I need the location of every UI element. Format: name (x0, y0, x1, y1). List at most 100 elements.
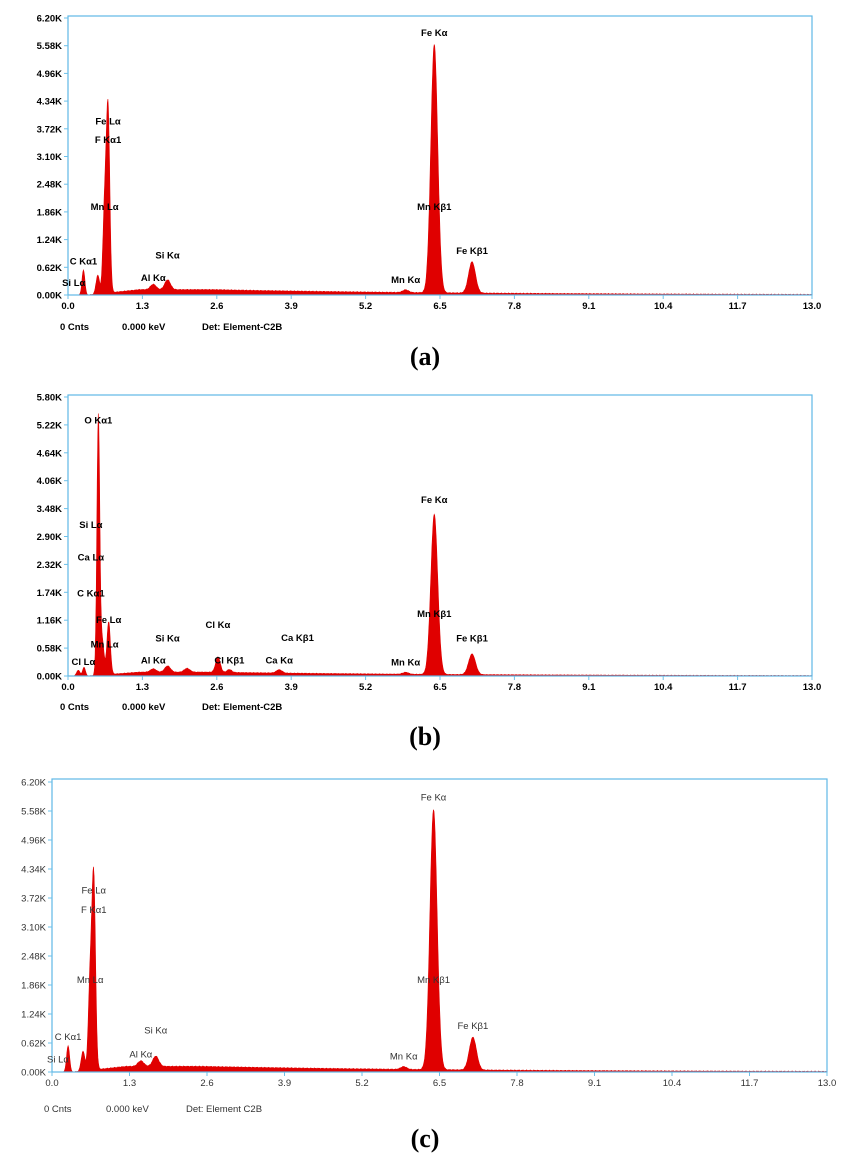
peak-label: Fe Kα (421, 793, 447, 804)
x-tick-label: 1.3 (136, 301, 149, 312)
y-tick-label: 1.24K (37, 235, 62, 246)
x-tick-label: 5.2 (359, 682, 372, 693)
eds-spectrum-chart-c: 0.00K 0.62K 1.24K 1.86K 2.48K 3.10K 3.72K 4.34K… (21, 778, 836, 1116)
eds-spectrum-panel-b: 0.00K 0.58K 1.16K 1.74K 2.32K 2.90K 3.48K 4.06K… (0, 380, 850, 720)
x-tick-label: 2.6 (210, 682, 223, 693)
peak-label: Ca Kβ1 (281, 633, 314, 644)
chart-content-a: 0.00K 0.62K 1.24K 1.86K 2.48K 3.10K 3.72K 4.34K… (37, 14, 822, 334)
y-tick-label: 3.10K (37, 152, 62, 163)
peak-label: Fe Kβ1 (456, 633, 488, 644)
x-tick-label: 11.7 (741, 1078, 759, 1089)
peak-label: Mn Kα (390, 1051, 418, 1062)
peak-label: Ca Kα (265, 655, 293, 666)
footer-detector: Det: Element C2B (186, 1104, 262, 1115)
footer-counts: 0 Cnts (44, 1104, 72, 1115)
y-tick-label: 5.22K (37, 420, 62, 431)
y-tick-label: 6.20K (21, 778, 46, 789)
peak-label: Fe Lα (81, 885, 106, 896)
y-tick-label: 2.48K (37, 180, 62, 191)
y-tick-label: 1.24K (21, 1010, 46, 1021)
peak-label: Mn Kβ1 (417, 609, 452, 620)
y-tick-label: 4.96K (21, 836, 46, 847)
footer-counts: 0 Cnts (60, 702, 89, 713)
caption-c: (c) (410, 1124, 440, 1153)
spectrum-area (68, 44, 813, 296)
peak-label: O Kα1 (84, 415, 113, 426)
x-tick-label: 7.8 (508, 301, 521, 312)
peak-label: F Kα1 (95, 135, 122, 146)
caption-b: (b) (409, 722, 441, 751)
peak-label: Cl Lα (72, 657, 96, 668)
peak-label: Fe Lα (96, 615, 122, 626)
x-tick-label: 13.0 (803, 301, 822, 312)
peak-label: Si Kα (155, 250, 179, 261)
eds-spectrum-panel-a: 0.00K 0.62K 1.24K 1.86K 2.48K 3.10K 3.72K 4.34K… (0, 0, 850, 340)
y-tick-label: 5.58K (37, 41, 62, 52)
peak-label: F Kα1 (81, 905, 107, 916)
y-tick-label: 1.86K (37, 207, 62, 218)
peak-label: Fe Kα (421, 28, 448, 39)
x-tick-label: 6.5 (433, 1078, 446, 1089)
x-tick-label: 3.9 (285, 682, 298, 693)
peak-label: Al Kα (141, 273, 166, 284)
y-tick-label: 2.48K (21, 952, 46, 963)
y-tick-label: 5.80K (37, 393, 62, 404)
x-tick-label: 6.5 (433, 301, 447, 312)
y-tick-label: 4.64K (37, 448, 62, 459)
peak-label: C Kα1 (55, 1032, 82, 1043)
x-tick-label: 13.0 (818, 1078, 837, 1089)
footer-energy: 0.000 keV (122, 702, 166, 713)
peak-label: Fe Kβ1 (457, 1021, 488, 1032)
eds-spectrum-chart-b: 0.00K 0.58K 1.16K 1.74K 2.32K 2.90K 3.48K 4.06K… (37, 393, 822, 714)
peak-label: C Kα1 (77, 589, 105, 600)
peak-label: Ca Lα (78, 553, 105, 564)
x-tick-label: 0.0 (61, 682, 74, 693)
peak-label: Si Lα (47, 1055, 69, 1066)
footer-counts: 0 Cnts (60, 322, 89, 333)
caption-a: (a) (409, 342, 441, 371)
x-tick-label: 7.8 (510, 1078, 523, 1089)
peak-label: Si Lα (62, 278, 85, 289)
y-tick-label: 0.00K (37, 672, 62, 683)
peak-label: Cl Kα (206, 620, 231, 631)
peak-label: Fe Lα (95, 116, 121, 127)
peak-label: Mn Kα (391, 657, 420, 668)
x-tick-label: 6.5 (433, 682, 447, 693)
peak-label: Mn Kα (391, 275, 420, 286)
peak-label: Mn Lα (91, 640, 119, 651)
y-tick-label: 3.48K (37, 504, 62, 515)
y-tick-label: 2.90K (37, 532, 62, 543)
y-tick-label: 1.86K (21, 981, 46, 992)
peak-label: Al Kα (141, 655, 166, 666)
x-tick-label: 2.6 (200, 1078, 213, 1089)
x-tick-label: 1.3 (123, 1078, 136, 1089)
peak-label: Fe Kβ1 (456, 246, 488, 257)
y-tick-label: 1.16K (37, 616, 62, 627)
footer-detector: Det: Element-C2B (202, 702, 282, 713)
x-tick-label: 9.1 (588, 1078, 601, 1089)
x-tick-label: 5.2 (355, 1078, 368, 1089)
peak-label: Si Kα (155, 633, 179, 644)
y-tick-label: 3.10K (21, 923, 46, 934)
x-tick-label: 7.8 (508, 682, 521, 693)
y-tick-label: 0.00K (21, 1068, 46, 1079)
peak-label: Mn Kβ1 (417, 202, 452, 213)
peak-label: C Kα1 (70, 257, 98, 268)
footer-detector: Det: Element-C2B (202, 322, 282, 333)
y-tick-label: 5.58K (21, 807, 46, 818)
y-tick-label: 0.00K (37, 291, 62, 302)
peak-label: Al Kα (129, 1050, 152, 1061)
y-tick-label: 0.58K (37, 644, 62, 655)
footer-energy: 0.000 keV (106, 1104, 149, 1115)
peak-label: Mn Lα (91, 202, 119, 213)
y-tick-label: 4.96K (37, 69, 62, 80)
x-tick-label: 2.6 (210, 301, 223, 312)
x-tick-label: 11.7 (729, 682, 747, 693)
x-tick-label: 11.7 (729, 301, 747, 312)
chart-content-c: 0.00K 0.62K 1.24K 1.86K 2.48K 3.10K 3.72K 4.34K… (21, 778, 836, 1116)
x-tick-label: 0.0 (61, 301, 74, 312)
x-tick-label: 9.1 (582, 301, 596, 312)
spectrum-area (52, 809, 828, 1073)
y-tick-label: 4.34K (21, 865, 46, 876)
y-tick-label: 1.74K (37, 588, 62, 599)
